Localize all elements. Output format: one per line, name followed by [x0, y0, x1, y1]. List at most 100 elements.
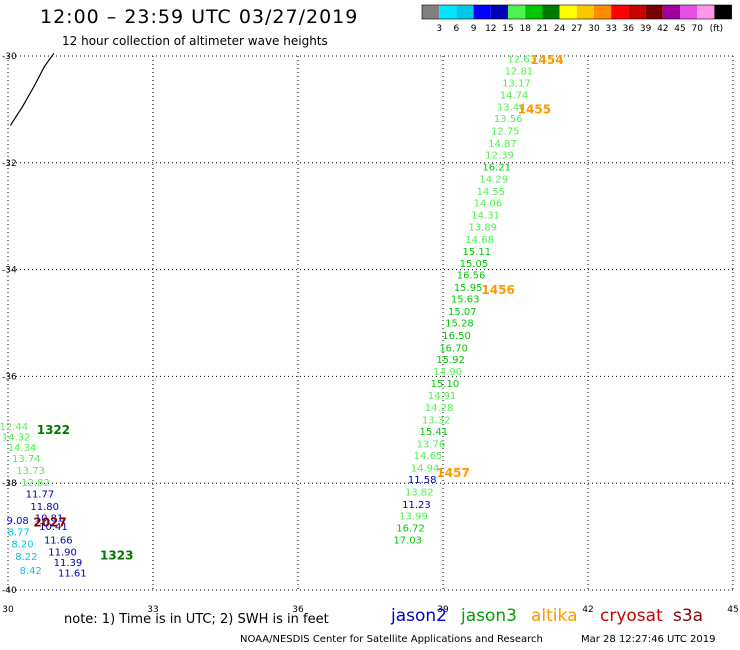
legend-label: 30: [588, 24, 600, 34]
wave-height-value: 16.70: [439, 343, 468, 354]
legend-swatch: [490, 5, 508, 19]
legend-label: 18: [519, 24, 531, 34]
y-tick-label: -34: [2, 266, 17, 276]
wave-height-value: 12.75: [491, 126, 520, 137]
legend-swatch: [422, 5, 440, 19]
wave-height-value: 14.28: [425, 403, 454, 414]
legend-swatch: [473, 5, 491, 19]
wave-height-value: 12.63: [507, 54, 536, 65]
wave-height-value: 11.77: [26, 490, 55, 501]
x-tick-label: 39: [437, 605, 449, 615]
legend-swatch: [628, 5, 646, 19]
wave-height-value: 16.72: [396, 523, 425, 534]
wave-height-value: 15.95: [454, 283, 483, 294]
legend-label: 45: [674, 24, 685, 34]
wave-height-value: 15.41: [419, 427, 448, 438]
footer-timestamp: Mar 28 12:27:46 UTC 2019: [581, 634, 716, 645]
wave-height-value: 13.44: [497, 102, 526, 113]
pass-time-label: 1454: [530, 53, 563, 67]
wave-height-value: 11.90: [48, 547, 77, 558]
legend-swatch: [576, 5, 594, 19]
legend-label: 15: [502, 24, 513, 34]
legend-swatch: [662, 5, 680, 19]
legend-label: 36: [623, 24, 635, 34]
axis-ticks: 30 33 36 39 42 45 -30 -32 -34 -36 -38 -40: [2, 52, 739, 615]
wave-height-value: 14.65: [414, 451, 443, 462]
pass-time-label: 1456: [481, 283, 514, 297]
y-tick-label: -36: [2, 372, 17, 382]
legend-label: 70: [691, 24, 703, 34]
wave-height-value: 14.32: [2, 432, 31, 443]
color-legend: 3 6 9 12 15 18 21 24 27 30 33 36 39 42 45 70 (ft): [421, 4, 732, 34]
wave-height-value: 8.42: [20, 566, 42, 577]
y-tick-label: -32: [2, 159, 17, 169]
legend-frame: [421, 4, 732, 20]
legend-swatch: [680, 5, 698, 19]
x-tick-label: 33: [147, 605, 158, 615]
legend-swatch: [525, 5, 543, 19]
pass-time-label: 1323: [100, 549, 133, 563]
wave-height-value: 14.87: [488, 139, 517, 150]
x-tick-label: 30: [2, 605, 14, 615]
satellite-name-s3a: s3a: [673, 606, 704, 626]
wave-height-value: 14.29: [479, 175, 508, 186]
chart-subtitle: 12 hour collection of altimeter wave hei…: [62, 34, 328, 48]
wave-height-value: 13.89: [468, 223, 497, 234]
wave-height-value: 13.82: [405, 487, 434, 498]
satellite-name-altika: altika: [531, 606, 578, 626]
legend-label: 27: [571, 24, 582, 34]
x-tick-label: 45: [727, 605, 738, 615]
wave-height-value: 14.31: [471, 210, 500, 221]
wave-height-value: 14.68: [465, 235, 494, 246]
legend-label: 9: [471, 24, 477, 34]
pass-time-label: 1457: [436, 466, 469, 480]
wave-height-value: 13.56: [494, 114, 523, 125]
y-tick-label: -40: [2, 586, 17, 596]
coastline: [9, 52, 55, 126]
wave-height-value: 14.90: [434, 367, 463, 378]
wave-height-value: 13.76: [417, 439, 446, 450]
legend-swatch: [508, 5, 526, 19]
x-tick-label: 36: [292, 605, 304, 615]
legend-label: 24: [554, 24, 566, 34]
wave-height-value: 12.82: [21, 478, 50, 489]
wave-height-value: 15.63: [451, 295, 480, 306]
legend-swatch: [456, 5, 474, 19]
wave-height-value: 13.74: [12, 454, 41, 465]
wave-height-value: 16.21: [482, 162, 511, 173]
wave-height-value: 13.32: [422, 415, 451, 426]
wave-height-value: 15.92: [436, 355, 465, 366]
wave-height-value: 14.91: [428, 391, 457, 402]
satellite-name-jason2: jason2: [391, 606, 447, 626]
y-tick-label: -30: [2, 52, 17, 62]
wave-height-value: 8.22: [15, 552, 37, 563]
wave-height-value: 14.06: [474, 199, 503, 210]
legend-label: 6: [454, 24, 460, 34]
wave-height-value: 17.03: [393, 536, 422, 547]
wave-height-value: 15.07: [448, 307, 477, 318]
wave-height-value: 16.50: [442, 331, 471, 342]
wave-height-value: 9.08: [7, 516, 29, 527]
wave-height-value: 11.39: [54, 558, 83, 569]
wave-height-value: 14.55: [477, 187, 506, 198]
wave-height-value: 11.66: [44, 536, 73, 547]
wave-height-value: 14.34: [8, 443, 37, 454]
pass-time-label: 1455: [518, 103, 551, 117]
legend-label: (ft): [710, 24, 724, 34]
legend-swatch: [611, 5, 629, 19]
wave-height-value: 12.39: [485, 151, 514, 162]
y-tick-label: -38: [2, 479, 17, 489]
satellite-name-jason3: jason3: [461, 606, 517, 626]
wave-height-value: 14.74: [500, 91, 529, 102]
legend-label: 33: [605, 24, 616, 34]
wave-height-value: 14.94: [411, 463, 440, 474]
legend-swatch: [714, 5, 732, 19]
chart-title: 12:00 – 23:59 UTC 03/27/2019: [40, 6, 359, 28]
wave-height-value: 8.20: [11, 539, 33, 550]
satellite-name-cryosat: cryosat: [600, 606, 663, 626]
wave-height-value: 13.73: [16, 466, 45, 477]
legend-label: 12: [485, 24, 496, 34]
coastline-path: [9, 52, 55, 126]
